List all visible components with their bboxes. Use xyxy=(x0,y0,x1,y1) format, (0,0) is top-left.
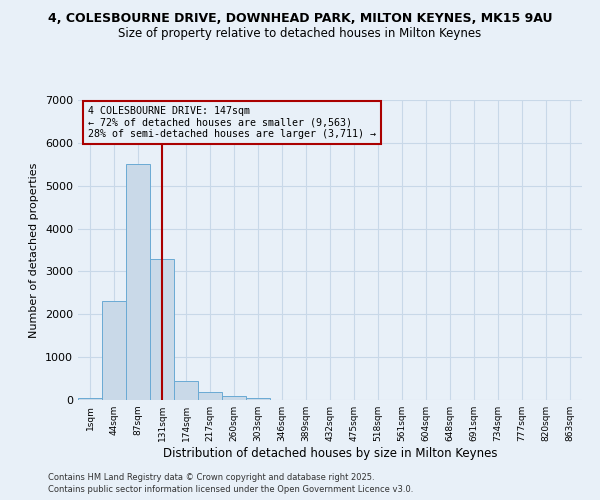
X-axis label: Distribution of detached houses by size in Milton Keynes: Distribution of detached houses by size … xyxy=(163,447,497,460)
Text: Contains public sector information licensed under the Open Government Licence v3: Contains public sector information licen… xyxy=(48,485,413,494)
Bar xyxy=(102,302,126,400)
Text: Size of property relative to detached houses in Milton Keynes: Size of property relative to detached ho… xyxy=(118,28,482,40)
Bar xyxy=(246,398,270,400)
Bar xyxy=(78,398,102,400)
Text: 4 COLESBOURNE DRIVE: 147sqm
← 72% of detached houses are smaller (9,563)
28% of : 4 COLESBOURNE DRIVE: 147sqm ← 72% of det… xyxy=(88,106,376,139)
Bar xyxy=(150,258,174,400)
Bar xyxy=(126,164,150,400)
Bar xyxy=(222,396,246,400)
Bar xyxy=(198,392,222,400)
Text: 4, COLESBOURNE DRIVE, DOWNHEAD PARK, MILTON KEYNES, MK15 9AU: 4, COLESBOURNE DRIVE, DOWNHEAD PARK, MIL… xyxy=(48,12,552,26)
Y-axis label: Number of detached properties: Number of detached properties xyxy=(29,162,40,338)
Text: Contains HM Land Registry data © Crown copyright and database right 2025.: Contains HM Land Registry data © Crown c… xyxy=(48,472,374,482)
Bar xyxy=(174,380,198,400)
